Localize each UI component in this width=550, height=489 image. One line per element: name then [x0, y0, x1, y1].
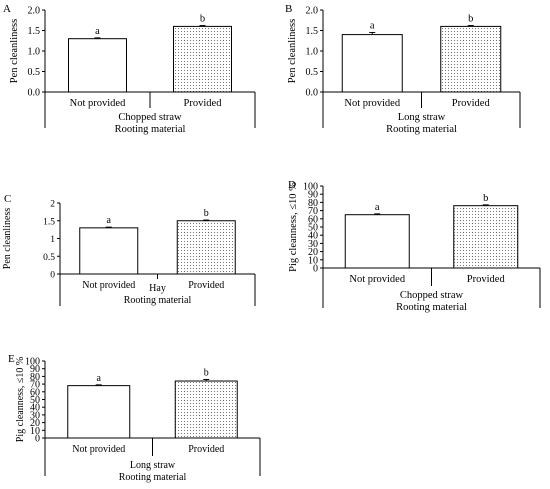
y-tick-label: 80	[30, 372, 40, 383]
y-tick-label: 10	[30, 426, 40, 437]
significance-letter: a	[95, 26, 100, 37]
y-tick-label: 10	[308, 255, 318, 266]
group-label: Chopped straw	[118, 112, 182, 123]
y-tick-label: 90	[308, 190, 318, 201]
y-tick-label: 0.0	[28, 88, 41, 99]
y-axis-title: Pen cleanliness	[287, 19, 298, 83]
y-tick-label: 50	[30, 395, 40, 406]
bar	[174, 380, 238, 439]
bar	[67, 385, 131, 439]
significance-letter: b	[204, 367, 209, 378]
significance-letter: b	[468, 14, 473, 25]
panel-label: C	[4, 193, 11, 205]
bar	[440, 25, 502, 93]
y-tick-label: 1.5	[43, 217, 55, 227]
bar	[341, 34, 403, 93]
y-tick-label: 0.5	[306, 67, 319, 78]
panel-label: B	[285, 3, 292, 15]
significance-letter: a	[370, 21, 375, 32]
category-label: Not provided	[344, 98, 400, 109]
y-axis-title: Pen cleanliness	[2, 208, 13, 269]
y-tick-label: 1.5	[28, 26, 41, 37]
x-axis-title: Rooting material	[119, 472, 187, 483]
y-tick-label: 1.0	[28, 47, 41, 58]
category-label: Provided	[452, 98, 491, 109]
category-label: Not provided	[70, 98, 126, 109]
group-label: Long straw	[130, 460, 176, 471]
bar	[173, 25, 232, 93]
category-label: Provided	[188, 444, 224, 455]
x-axis-title: Rooting material	[386, 124, 457, 135]
y-tick-label: 40	[30, 403, 40, 414]
y-tick-label: 70	[30, 380, 40, 391]
group-label: Hay	[149, 283, 166, 294]
y-axis-title: Pen cleanliness	[9, 19, 20, 83]
category-label: Not provided	[72, 444, 125, 455]
significance-letter: a	[107, 215, 112, 226]
y-tick-label: 0	[35, 434, 40, 445]
y-tick-label: 1.0	[306, 47, 319, 58]
panel-label: E	[8, 353, 15, 365]
significance-letter: a	[97, 373, 102, 384]
y-tick-label: 20	[308, 247, 318, 258]
y-tick-label: 2	[50, 200, 55, 210]
y-tick-label: 0	[313, 264, 318, 275]
bar	[344, 214, 410, 269]
category-label: Provided	[467, 274, 506, 285]
bar	[176, 220, 236, 275]
x-axis-title: Rooting material	[124, 295, 192, 306]
y-tick-label: 0.0	[306, 88, 319, 99]
y-tick-label: 0.5	[28, 67, 41, 78]
significance-letter: b	[204, 208, 209, 219]
y-tick-label: 30	[308, 239, 318, 250]
y-tick-label: 100	[303, 182, 318, 193]
group-label: Chopped straw	[400, 290, 464, 301]
y-tick-label: 60	[308, 214, 318, 225]
y-tick-label: 1.5	[306, 26, 319, 37]
x-axis-title: Rooting material	[115, 124, 186, 135]
category-label: Provided	[188, 280, 224, 291]
significance-letter: a	[375, 202, 380, 213]
significance-letter: b	[483, 193, 488, 204]
y-tick-label: 80	[308, 198, 318, 209]
bar	[453, 205, 519, 269]
y-axis-title: Pig cleanness, ≤10 %	[15, 357, 26, 442]
y-tick-label: 20	[30, 418, 40, 429]
y-tick-label: 1	[50, 235, 55, 245]
panel-label: A	[3, 3, 11, 15]
y-tick-label: 70	[308, 206, 318, 217]
category-label: Not provided	[349, 274, 405, 285]
x-axis-title: Rooting material	[396, 302, 467, 313]
y-axis-title: Pig cleanness, ≤10 %	[288, 182, 299, 272]
y-tick-label: 0.5	[43, 253, 55, 263]
y-tick-label: 50	[308, 223, 318, 234]
y-tick-label: 30	[30, 410, 40, 421]
significance-letter: b	[200, 14, 205, 25]
group-label: Long straw	[398, 112, 446, 123]
y-tick-label: 0	[50, 271, 55, 281]
y-tick-label: 60	[30, 387, 40, 398]
category-label: Provided	[184, 98, 223, 109]
y-tick-label: 40	[308, 231, 318, 242]
bar	[79, 227, 139, 275]
y-tick-label: 2.0	[306, 6, 319, 17]
panel-label: D	[288, 179, 296, 191]
y-tick-label: 2.0	[28, 6, 41, 17]
y-tick-label: 90	[30, 364, 40, 375]
y-tick-label: 100	[25, 357, 40, 368]
category-label: Not provided	[82, 280, 135, 291]
bar	[68, 38, 127, 93]
